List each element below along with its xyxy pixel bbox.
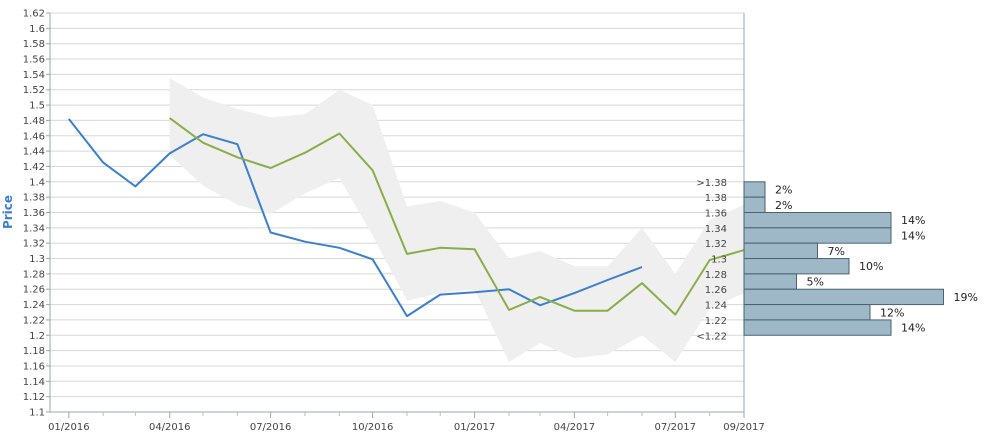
histogram-bin-label: 1.28 [705, 270, 727, 281]
histogram-bin-label: 1.26 [705, 285, 727, 296]
histogram-bin-label: 1.24 [705, 301, 727, 312]
histogram-percent-label: 19% [954, 291, 978, 304]
y-tick-label: 1.14 [23, 377, 45, 388]
histogram-bar [743, 181, 766, 198]
distribution-histogram: >1.38 2% 1.38 2% 1.36 14% 1.34 14% 1.32 7% 1.3 10% 1… [696, 178, 978, 342]
x-tick-label: 09/2017 [723, 422, 765, 433]
y-tick-label: 1.58 [23, 39, 45, 50]
y-tick-label: 1.42 [23, 162, 45, 173]
x-tick-label: 04/2017 [554, 422, 596, 433]
y-tick-label: 1.52 [23, 85, 45, 96]
x-tick-label: 04/2016 [149, 422, 191, 433]
y-tick-label: 1.18 [23, 346, 45, 357]
x-tick-label: 10/2016 [352, 422, 394, 433]
y-tick-label: 1.32 [23, 239, 45, 250]
histogram-bar [743, 288, 944, 306]
series-line-1 [68, 118, 643, 318]
y-tick-label: 1.36 [23, 208, 45, 219]
series-line-2 [169, 117, 777, 316]
y-tick-labels: 1.1 1.12 1.14 1.16 1.18 1.2 1.22 1.24 1.26 1.28 1.… [23, 9, 45, 419]
y-tick-label: 1.62 [23, 9, 45, 20]
histogram-bar [743, 227, 892, 244]
y-tick-label: 1.1 [29, 408, 45, 419]
y-tick-label: 1.22 [23, 315, 45, 326]
histogram-percent-label: 2% [775, 183, 792, 196]
histogram-bin-label: 1.32 [705, 239, 727, 250]
histogram-bin-label: 1.38 [705, 193, 727, 204]
y-tick-label: 1.54 [23, 70, 45, 81]
x-tick-label: 07/2016 [250, 422, 292, 433]
histogram-percent-label: 14% [901, 230, 925, 243]
histogram-percent-label: 7% [828, 245, 845, 258]
series-lines [68, 117, 777, 318]
histogram-bin-label: 1.3 [711, 255, 727, 266]
histogram-percent-label: 5% [807, 276, 824, 289]
y-tick-label: 1.38 [23, 193, 45, 204]
x-tick-labels: 01/2016 04/2016 07/2016 10/2016 01/2017 04/20… [48, 412, 765, 433]
histogram-percent-label: 12% [880, 306, 904, 319]
histogram-bar [743, 196, 766, 213]
histogram-bar [743, 304, 871, 321]
histogram-bin-label: <1.22 [696, 331, 727, 342]
histogram-percent-label: 2% [775, 199, 792, 212]
histogram-bar [743, 319, 892, 336]
y-tick-label: 1.34 [23, 223, 45, 234]
x-tick-label: 07/2017 [654, 422, 696, 433]
x-tick-label: 01/2016 [48, 422, 90, 433]
y-tick-label: 1.46 [23, 131, 45, 142]
histogram-bin-label: 1.36 [705, 209, 727, 220]
histogram-bin-label: 1.22 [705, 316, 727, 327]
histogram-bar [743, 273, 797, 290]
y-tick-label: 1.28 [23, 269, 45, 280]
histogram-bar [743, 242, 818, 260]
y-tick-label: 1.4 [29, 177, 45, 188]
y-tick-label: 1.2 [29, 331, 45, 342]
x-tick-label: 01/2017 [454, 422, 496, 433]
y-tick-label: 1.12 [23, 392, 45, 403]
y-tick-label: 1.6 [29, 24, 45, 35]
histogram-bin-label: 1.34 [705, 224, 727, 235]
y-tick-label: 1.5 [29, 101, 45, 112]
y-tick-label: 1.24 [23, 300, 45, 311]
y-tick-label: 1.26 [23, 285, 45, 296]
histogram-bin-label: >1.38 [696, 178, 727, 189]
y-tick-label: 1.16 [23, 361, 45, 372]
histogram-percent-label: 14% [901, 322, 925, 335]
y-axis-label: Price [1, 195, 15, 229]
band-area [169, 78, 777, 363]
y-tick-label: 1.44 [23, 147, 45, 158]
histogram-percent-label: 14% [901, 214, 925, 227]
y-tick-label: 1.3 [29, 254, 45, 265]
confidence-band [169, 78, 777, 363]
y-tick-label: 1.48 [23, 116, 45, 127]
histogram-bar [743, 258, 850, 275]
histogram-percent-label: 10% [859, 260, 883, 273]
y-tick-label: 1.56 [23, 55, 45, 66]
histogram-bar [743, 212, 892, 229]
